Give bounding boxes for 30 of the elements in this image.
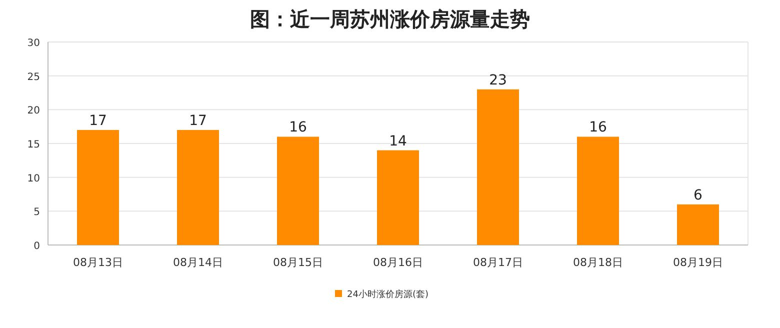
bar — [377, 150, 419, 245]
bar — [277, 136, 319, 245]
y-tick-label: 15 — [27, 140, 40, 150]
y-tick-label: 0 — [34, 241, 40, 252]
data-label: 16 — [289, 120, 307, 136]
y-tick-label: 30 — [27, 38, 40, 49]
data-label: 6 — [694, 187, 703, 204]
data-label: 16 — [589, 120, 607, 136]
data-label: 14 — [389, 133, 407, 150]
bar — [177, 130, 219, 245]
data-label: 23 — [489, 72, 507, 88]
y-tick-label: 20 — [27, 106, 40, 117]
bar — [477, 89, 519, 245]
data-label: 17 — [189, 112, 207, 129]
legend-label: 24小时涨价房源(套) — [347, 289, 428, 300]
bar — [577, 136, 619, 245]
bar — [677, 204, 719, 245]
x-tick-label: 08月15日 — [273, 256, 323, 269]
x-tick-label: 08月17日 — [473, 256, 523, 269]
x-tick-label: 08月16日 — [373, 256, 423, 269]
y-tick-label: 5 — [34, 207, 40, 218]
chart-title: 图：近一周苏州涨价房源量走势 — [250, 7, 530, 31]
x-tick-label: 08月19日 — [673, 256, 723, 269]
data-label: 17 — [89, 112, 107, 129]
x-tick-label: 08月14日 — [173, 256, 223, 269]
x-tick-label: 08月18日 — [573, 256, 623, 269]
bar — [77, 130, 119, 245]
y-tick-label: 25 — [27, 72, 40, 83]
y-tick-label: 10 — [27, 173, 40, 184]
x-tick-label: 08月13日 — [73, 256, 123, 269]
